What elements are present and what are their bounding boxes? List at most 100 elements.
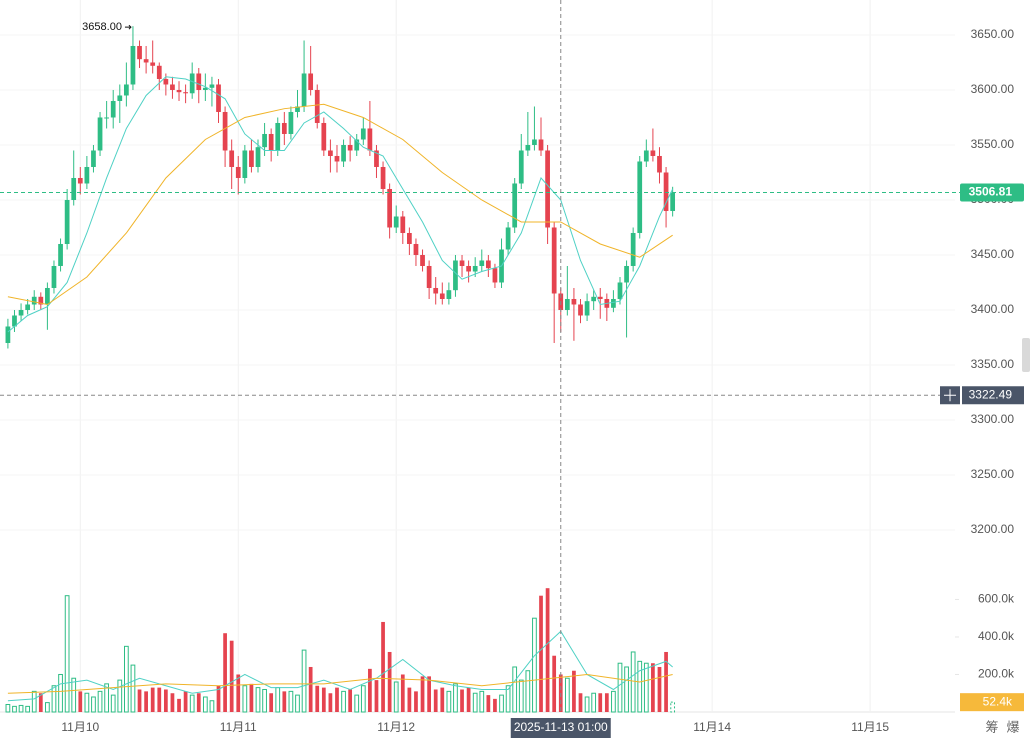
volume-bar	[611, 690, 616, 713]
candle-body	[407, 232, 412, 244]
candle-body	[58, 243, 63, 266]
candle-body	[578, 304, 583, 316]
volume-bar	[130, 664, 136, 713]
candle-body	[163, 78, 169, 85]
candle-body	[571, 298, 577, 305]
volume-tick-label: 200.0k	[978, 667, 1015, 681]
volume-tag	[960, 693, 1024, 712]
candle-body	[275, 122, 281, 151]
candle-body	[104, 117, 109, 119]
volume-bar	[368, 668, 372, 712]
volume-bar	[223, 633, 227, 712]
candle-body	[64, 199, 70, 244]
volume-bar	[64, 595, 70, 713]
candle-body	[176, 89, 182, 93]
candle-body	[637, 161, 643, 233]
volume-bar	[637, 660, 643, 713]
side-handle[interactable]	[1022, 338, 1030, 372]
overlay: 3658.00 3506.81 3322.49 2025-11-13 01:00 52.…	[0, 0, 1024, 738]
volume-bar	[321, 687, 326, 712]
volume-bar	[427, 676, 431, 712]
grid: 11月10 11月11 11月12 11月14 11月15 3200.00 3250.00 3…	[61, 0, 1015, 735]
price-ma-line	[7, 103, 673, 306]
volume-bar	[12, 705, 17, 713]
candle-body	[97, 117, 103, 151]
crosshair-plus[interactable]	[944, 389, 956, 402]
candle-body	[670, 192, 676, 211]
candle-body	[657, 155, 662, 173]
volume-bar	[499, 694, 504, 713]
volume-bar	[229, 640, 234, 712]
volume-bar	[202, 696, 208, 713]
volume-bar	[505, 685, 511, 713]
candle-body	[12, 315, 17, 327]
candle-body	[617, 282, 623, 299]
volume-bar	[91, 696, 96, 713]
candle-body	[564, 298, 570, 310]
volume-bar	[670, 701, 676, 713]
volume-bar	[360, 685, 366, 713]
volume-bar	[144, 691, 148, 712]
volume-bar	[525, 670, 531, 713]
candle-body	[545, 150, 550, 228]
volume-bar	[71, 677, 77, 713]
volume-bar	[209, 700, 215, 713]
volume-bar	[315, 685, 320, 712]
volume-bar	[657, 666, 662, 712]
volume-bar	[387, 651, 392, 712]
candle-body	[446, 290, 452, 299]
side-button[interactable]: 筹	[985, 719, 998, 734]
candle-body	[663, 172, 669, 211]
candle-body	[196, 73, 202, 90]
volume-bar	[381, 621, 385, 712]
volume-bar	[440, 687, 445, 712]
volume-bar	[512, 666, 518, 713]
candle-body	[91, 150, 96, 167]
y-tick-label: 3400.00	[971, 302, 1015, 316]
volume-bar	[45, 702, 50, 713]
candle-body	[439, 293, 445, 299]
candle-body	[123, 84, 129, 96]
candle-body	[5, 326, 11, 343]
volume-bar	[341, 690, 346, 713]
volume-bar	[58, 673, 63, 713]
volume-bar	[486, 695, 491, 712]
candle-body	[117, 95, 123, 101]
volume-bar	[664, 651, 668, 712]
x-tick-label: 11月11	[220, 720, 257, 734]
candle-body	[334, 155, 340, 162]
candle-body	[328, 150, 333, 156]
volume-bar	[643, 662, 649, 713]
volume-bar	[354, 694, 360, 713]
candle-body	[459, 260, 465, 266]
volume-bar	[84, 692, 90, 713]
candle-body	[472, 265, 478, 272]
candle-body	[420, 254, 425, 266]
volume-bar	[301, 649, 307, 713]
candle-body	[51, 265, 57, 288]
last-price-tag	[960, 183, 1024, 202]
candle-body	[170, 84, 175, 90]
volume-bar	[242, 685, 248, 713]
candle-body	[479, 260, 485, 266]
volume-bar	[532, 617, 537, 713]
volume-bar	[262, 688, 267, 713]
candle-body	[387, 188, 393, 228]
candle-body	[591, 296, 597, 302]
candle-body	[624, 265, 629, 283]
volume-bar	[150, 687, 155, 712]
volume-bar	[51, 685, 57, 713]
side-button[interactable]: 爆	[1006, 719, 1019, 734]
volume-bar	[308, 666, 313, 712]
candle-body	[413, 243, 419, 255]
candle-body	[360, 128, 366, 140]
candle-body	[354, 139, 360, 151]
candle-body	[71, 177, 77, 200]
volume-bar	[157, 687, 162, 712]
volume-bar	[110, 694, 116, 713]
volume-bar	[163, 689, 168, 712]
volume-bar	[433, 689, 438, 712]
volume-bar	[104, 683, 109, 713]
candle-body	[525, 144, 531, 151]
